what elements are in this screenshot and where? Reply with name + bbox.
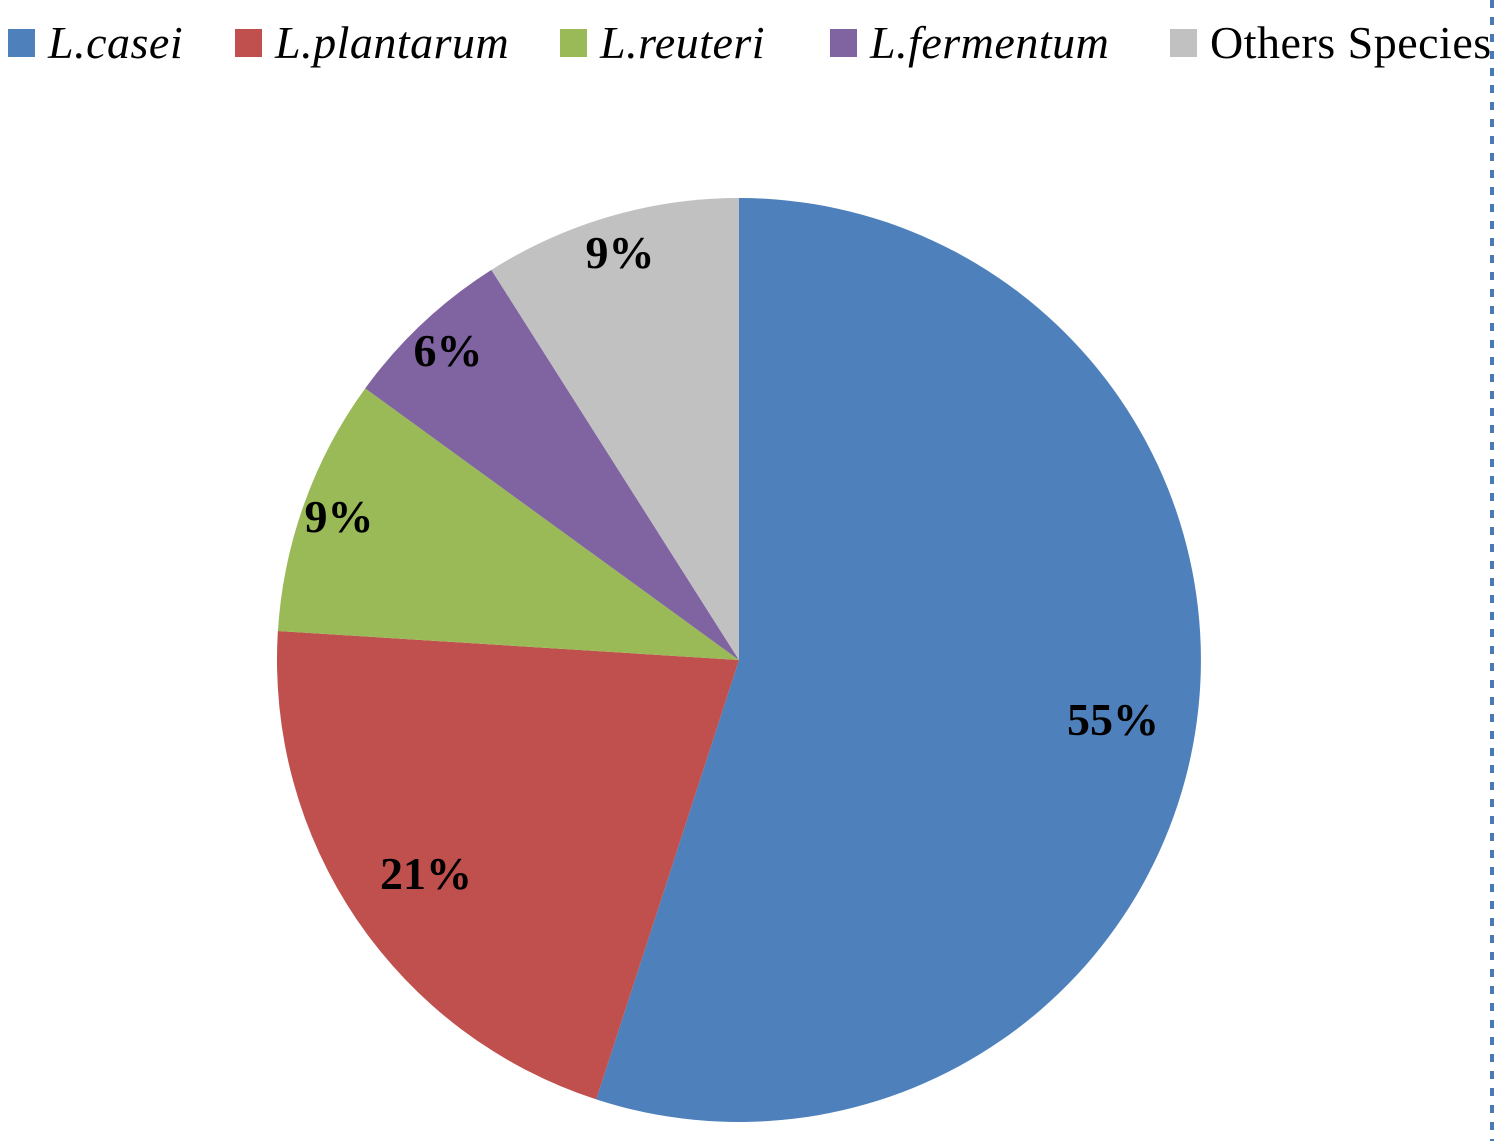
legend-swatch-icon [830,29,857,57]
legend-item-l-plantarum: L.plantarum [235,14,509,72]
legend-swatch-icon [1170,29,1197,57]
legend-item-l-reuteri: L.reuteri [560,14,765,72]
legend-swatch-icon [235,29,262,57]
data-label-l-plantarum: 21% [380,848,472,899]
data-label-l-fermentum: 6% [414,325,483,376]
legend-label: Others Species [1210,17,1492,68]
legend-swatch-icon [8,29,35,57]
legend-item-l-fermentum: L.fermentum [830,14,1109,72]
pie-slice-others-species [491,198,739,660]
data-label-l-reuteri: 9% [305,491,374,542]
page-edge-dashed-border [1490,0,1494,1141]
pie-slice-l-plantarum [276,631,739,1100]
pie-slice-l-reuteri [277,388,739,660]
legend-label: L.casei [48,17,184,68]
chart-legend: L.casei L.plantarum L.reuteri L.fermentum Ot… [0,14,1500,72]
legend-item-l-casei: L.casei [8,14,183,72]
pie-slice-l-fermentum [365,269,739,660]
legend-label: L.plantarum [275,17,510,68]
legend-item-others-species: Others Species [1170,14,1492,72]
data-label-l-casei: 55% [1067,694,1159,745]
pie-slice-l-casei [596,198,1201,1123]
legend-label: L.reuteri [600,17,766,68]
legend-label: L.fermentum [870,17,1110,68]
legend-swatch-icon [560,29,587,57]
data-label-others-species: 9% [586,227,655,278]
